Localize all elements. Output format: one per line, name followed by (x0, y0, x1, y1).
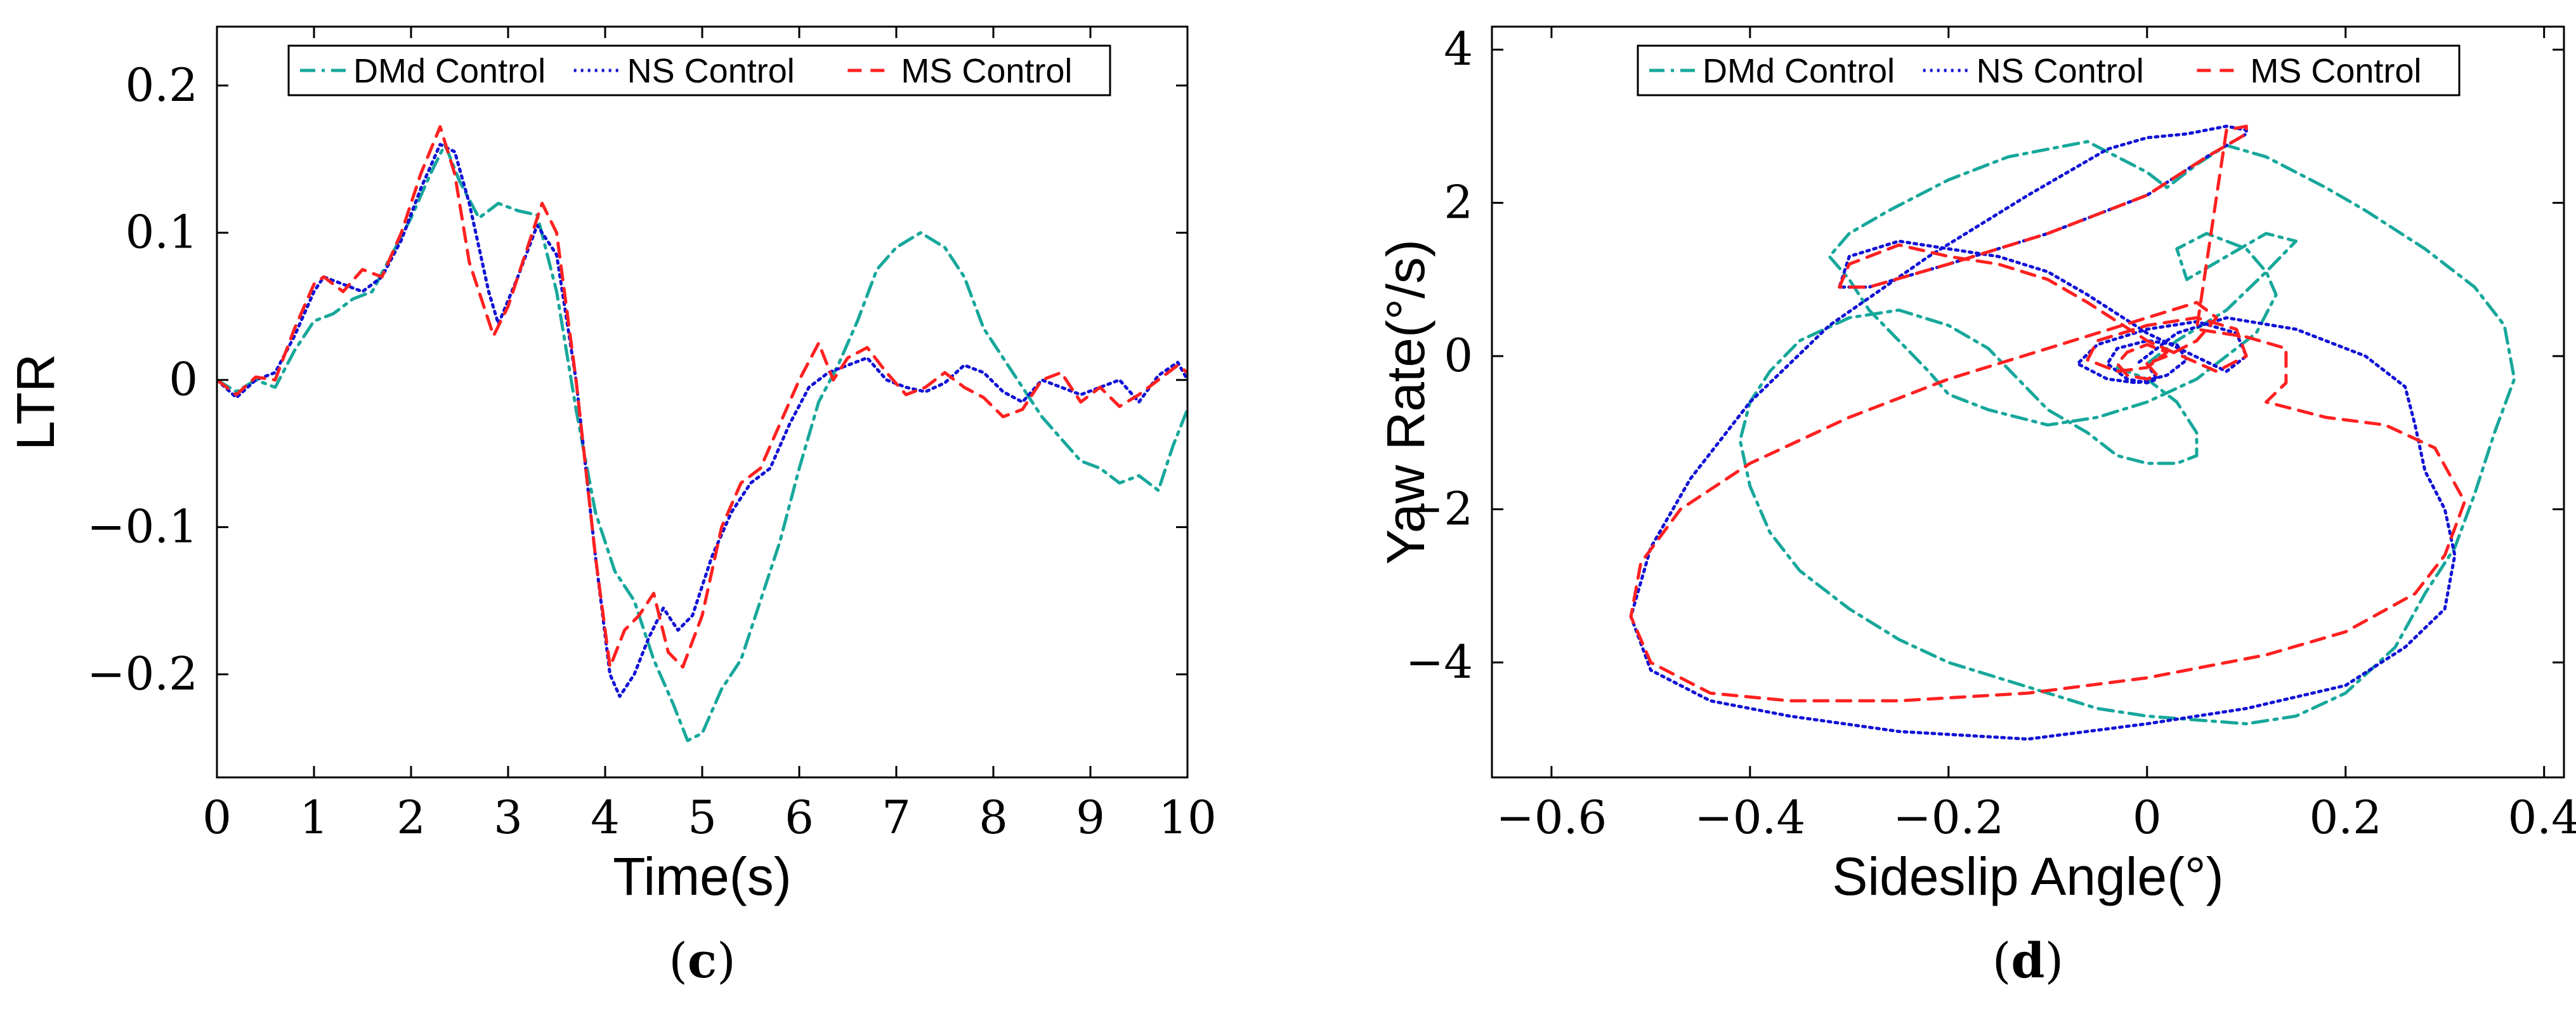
y-tick-label: 0.1 (125, 206, 198, 259)
x-tick-label: 4 (591, 791, 620, 844)
legend-entry-label: MS Control (901, 52, 1072, 90)
legend-entry-label: MS Control (2250, 52, 2421, 90)
y-tick-label: 2 (1444, 176, 1473, 229)
plot-frame (1491, 25, 2565, 779)
legend: DMd Control NS Control MS Control (1637, 44, 2461, 96)
series-line-ms-control (217, 125, 1187, 669)
series-line-dmd-control (1738, 140, 2516, 725)
series-line-dmd-control (217, 143, 1187, 742)
y-tick-label: −0.2 (87, 647, 198, 701)
y-axis-label: LTR (6, 353, 65, 450)
y-tick-label: −0.1 (87, 500, 198, 553)
y-tick-label: 4 (1444, 22, 1473, 76)
x-tick-label: 10 (1158, 791, 1217, 844)
x-tick-label: 5 (688, 791, 717, 844)
x-tick-label: 0 (2133, 791, 2162, 844)
x-tick-label: −0.2 (1893, 791, 2004, 844)
x-tick-label: 2 (396, 791, 426, 844)
y-tick-label: 0 (169, 353, 198, 406)
x-tick-label: 7 (882, 791, 911, 844)
series-line-ms-control (1629, 124, 2466, 703)
plot-frame (216, 25, 1189, 779)
x-tick-label: 0.2 (2309, 791, 2382, 844)
y-tick-label: 0.2 (125, 58, 198, 112)
x-axis-label: Sideslip Angle(°) (1832, 847, 2223, 906)
legend-entry-label: DMd Control (353, 52, 546, 90)
x-tick-label: 1 (299, 791, 329, 844)
series-line-ns-control (1629, 124, 2457, 741)
panel-label: (c) (669, 932, 736, 989)
x-tick-label: −0.6 (1496, 791, 1607, 844)
legend-entry-label: DMd Control (1703, 52, 1895, 90)
chart-panel-d: −0.6 −0.4 −0.2 0 0.2 0.4 −4 −2 0 2 4 Sideslip Angle… (1376, 22, 2576, 989)
y-axis-label: Yaw Rate(°/s) (1376, 239, 1435, 565)
x-tick-label: 9 (1076, 791, 1105, 844)
x-tick-label: 8 (979, 791, 1008, 844)
x-tick-label: 0 (202, 791, 232, 844)
y-tick-label: −4 (1406, 635, 1473, 689)
chart-panel-c: 0 1 2 3 4 5 6 7 8 9 10 −0.2 −0.1 0 0.1 0.2 Time(s) LTR (c)… (6, 25, 1217, 989)
x-tick-label: 0.4 (2507, 791, 2576, 844)
x-tick-label: 3 (494, 791, 523, 844)
x-axis-label: Time(s) (613, 847, 792, 906)
y-tick-label: 0 (1444, 329, 1473, 382)
x-tick-label: −0.4 (1694, 791, 1805, 844)
panel-label: (d) (1992, 932, 2063, 989)
legend-entry-label: NS Control (1977, 52, 2144, 90)
x-tick-label: 6 (785, 791, 814, 844)
legend: DMd Control NS Control MS Control (287, 44, 1111, 96)
y-tick-label: −2 (1406, 482, 1473, 536)
legend-entry-label: NS Control (627, 52, 795, 90)
